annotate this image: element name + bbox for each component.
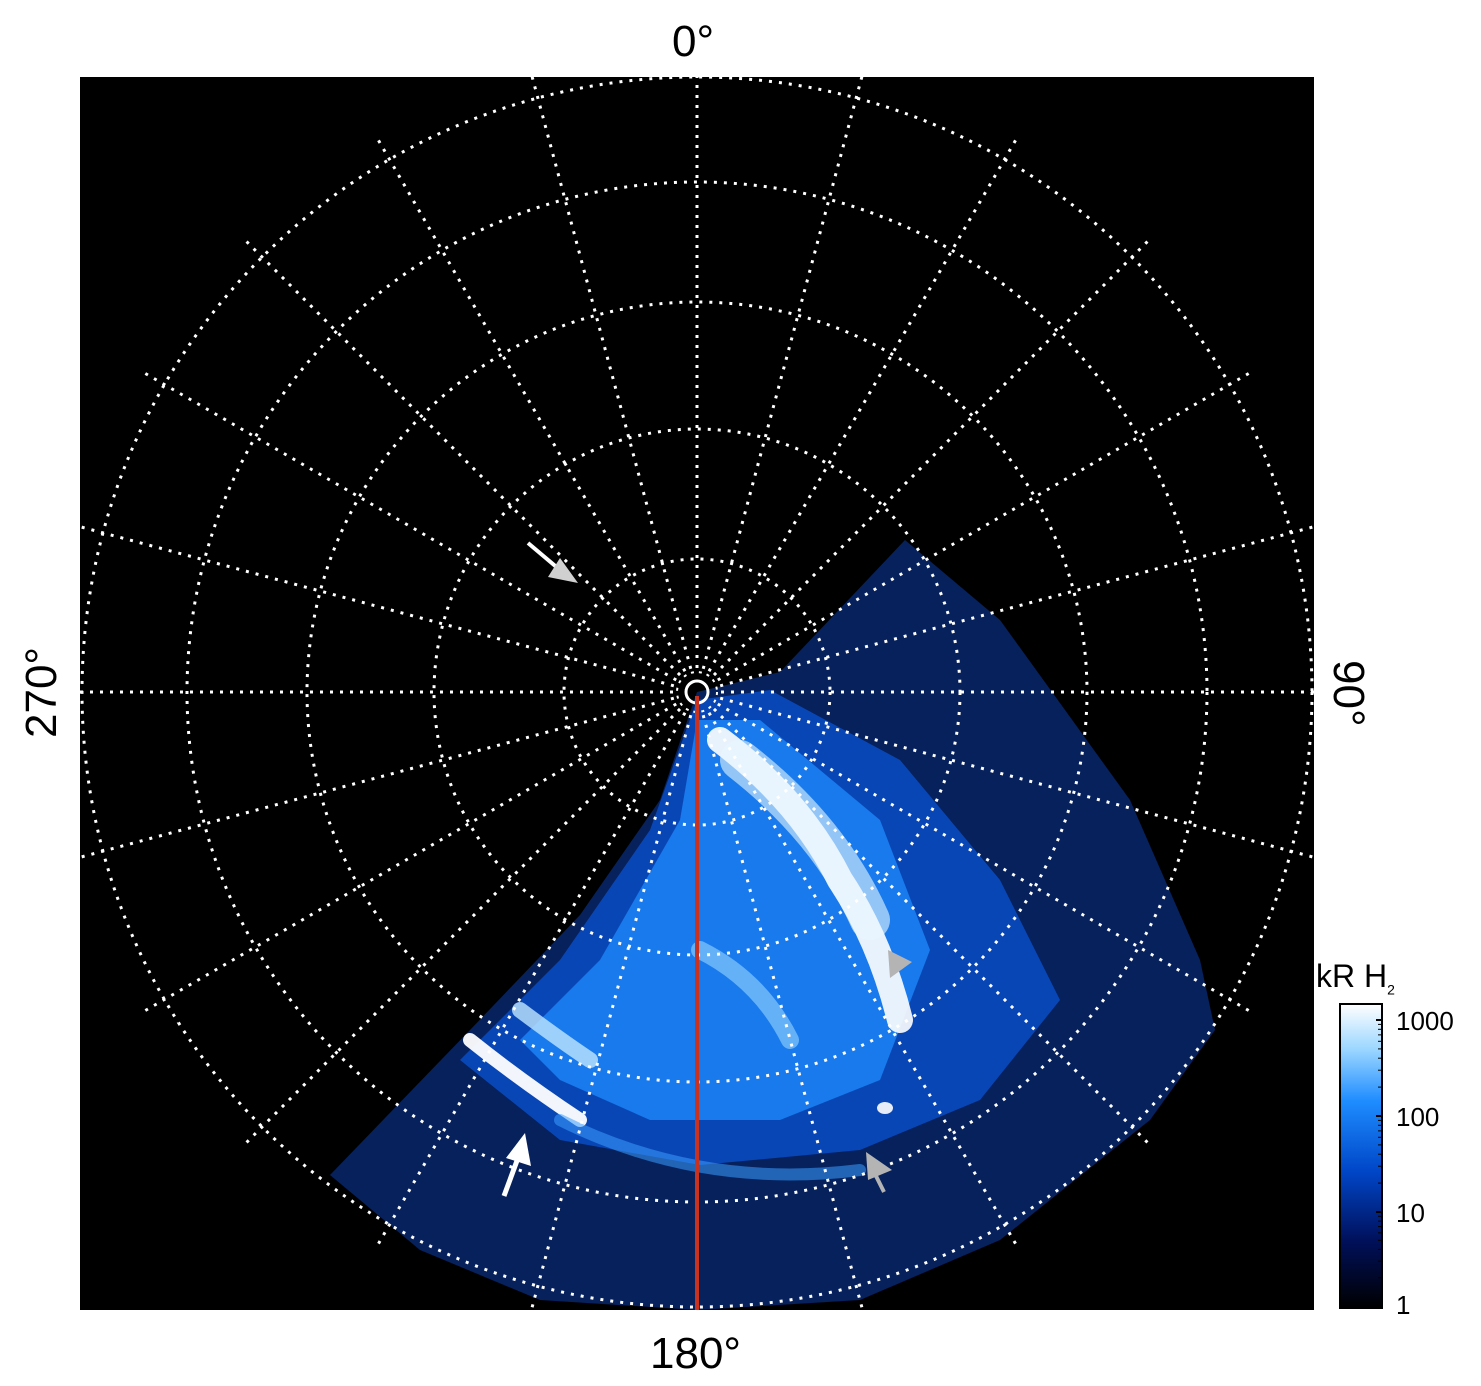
colorbar-title-subscript: 2	[1387, 981, 1395, 998]
grid-radial-line	[529, 714, 693, 1310]
grid-radial-line	[141, 370, 677, 682]
grid-radial-line	[717, 702, 1253, 1014]
label-90-deg: 90°	[1324, 660, 1373, 727]
grid-radial-line	[701, 77, 864, 670]
arrow-white-upper-left	[526, 541, 578, 583]
grid-radial-line	[375, 136, 687, 672]
colorbar	[1339, 1003, 1383, 1309]
grid-radial-line	[375, 712, 687, 1248]
colorbar-tick-1: 1	[1396, 1290, 1411, 1320]
label-180-deg: 180°	[650, 1329, 742, 1378]
grid-radial-line	[141, 702, 677, 1014]
grid-radial-line	[712, 238, 1151, 677]
grid-radials	[80, 77, 1314, 1310]
colorbar-tick-100: 100	[1396, 1102, 1440, 1132]
colorbar-title-main: kR H	[1316, 958, 1388, 994]
aurora-emission-region	[330, 540, 1215, 1310]
pole-ring-outer	[676, 671, 718, 713]
grid-radial-line	[530, 77, 693, 670]
label-0-deg: 0°	[672, 17, 715, 66]
colorbar-title: kR H2	[1316, 958, 1395, 997]
grid-radial-line	[701, 714, 865, 1310]
grid-radial-line	[80, 696, 675, 859]
grid-radial-line	[707, 136, 1019, 672]
grid-radial-line	[717, 370, 1253, 682]
grid-radial-line	[243, 238, 682, 677]
label-270-deg: 270°	[17, 646, 66, 738]
arrow-gray-right	[888, 950, 912, 978]
grid-radial-line	[243, 707, 682, 1146]
grid-radial-line	[80, 525, 675, 688]
arrow-white-lower-left	[501, 1133, 531, 1197]
colorbar-tick-1000: 1000	[1396, 1006, 1454, 1036]
grid-radial-line	[712, 707, 1151, 1146]
arrow-gray-lower	[866, 1152, 892, 1193]
grid-radial-line	[707, 712, 1019, 1248]
colorbar-tick-10: 10	[1396, 1198, 1425, 1228]
grid-radial-line	[719, 696, 1314, 859]
grid-radial-line	[719, 525, 1314, 688]
